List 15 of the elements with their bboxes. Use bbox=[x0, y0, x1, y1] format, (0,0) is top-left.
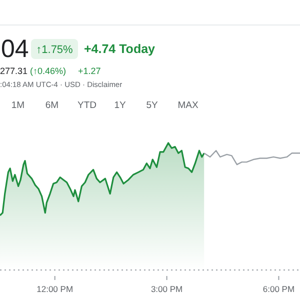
text: +4.74 Today bbox=[84, 42, 156, 56]
x-tick-label: 6:00 PM bbox=[262, 284, 295, 294]
text: YTD bbox=[78, 100, 97, 111]
text: +1.27 bbox=[78, 66, 101, 76]
text: 1Y bbox=[114, 100, 126, 111]
text: 6M bbox=[45, 100, 59, 111]
text: 1M bbox=[11, 100, 25, 111]
text: ↑1.75% bbox=[36, 44, 74, 56]
x-tick-label: 3:00 PM bbox=[150, 284, 183, 294]
text: 04 bbox=[1, 35, 29, 63]
text: 277.31 bbox=[0, 66, 28, 76]
text: 5Y bbox=[146, 100, 158, 111]
text: (↑0.46%) bbox=[30, 66, 66, 76]
x-tick-label: 12:00 PM bbox=[36, 284, 74, 294]
text: MAX bbox=[178, 100, 199, 111]
